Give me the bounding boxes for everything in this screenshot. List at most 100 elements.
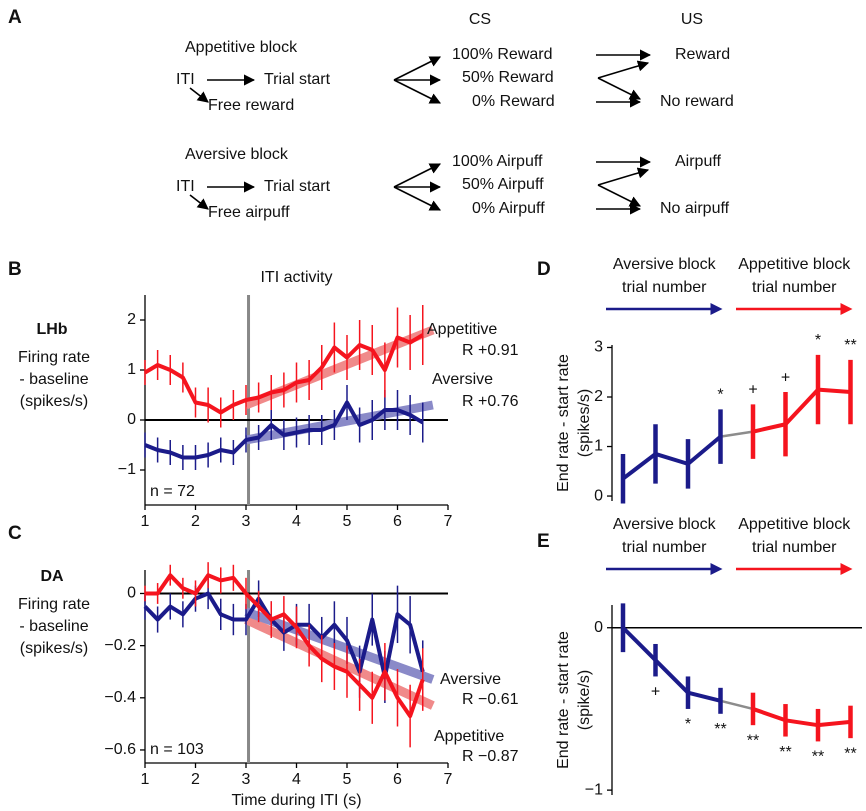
block-title: Aversive block — [185, 146, 289, 163]
arrow-head — [710, 563, 723, 575]
x-tick-label: 3 — [242, 513, 251, 530]
chart-title: ITI activity — [260, 269, 332, 286]
x-tick-label: 1 — [141, 513, 150, 530]
series-label: Appetitive — [434, 728, 504, 745]
cs-label: 0% Reward — [472, 93, 555, 110]
iti-label: ITI — [176, 71, 195, 88]
n-label: n = 103 — [150, 741, 204, 758]
cs-label: 100% Airpuff — [452, 153, 543, 170]
significance-mark: + — [651, 684, 660, 701]
group-label: Appetitive block — [738, 516, 851, 533]
series-line — [143, 591, 425, 679]
block-title: Appetitive block — [185, 39, 298, 56]
group-label: trial number — [622, 279, 707, 296]
arrow — [597, 60, 650, 79]
y-axis-label: End rate - start rate — [555, 354, 572, 492]
y-tick-label: 0 — [594, 619, 603, 636]
y-axis-label: (spikes/s) — [20, 640, 88, 657]
x-tick-label: 5 — [343, 771, 352, 788]
significance-mark: + — [748, 382, 757, 399]
y-axis-label: (spikes/s) — [576, 389, 593, 457]
group-line — [621, 626, 721, 703]
trial-start-label: Trial start — [264, 71, 331, 88]
cs-label: 0% Airpuff — [472, 200, 545, 217]
y-tick-label: 0 — [127, 411, 136, 428]
y-tick-label: 1 — [594, 438, 603, 455]
x-tick-label: 2 — [191, 771, 200, 788]
arrow-head — [840, 303, 853, 315]
cs-label: 50% Reward — [462, 69, 554, 86]
y-tick-label: 2 — [594, 388, 603, 405]
y-tick-label: 0 — [127, 585, 136, 602]
arrow — [189, 87, 209, 103]
group-label: trial number — [752, 279, 837, 296]
trial-start-label: Trial start — [264, 178, 331, 195]
us-label: Airpuff — [675, 153, 722, 170]
series-label: Appetitive — [427, 321, 497, 338]
y-axis-label: End rate - start rate — [555, 631, 572, 769]
y-tick-label: 1 — [127, 361, 136, 378]
significance-mark: + — [781, 369, 790, 386]
fork-arrow — [393, 163, 442, 188]
diagram-block: Aversive block ITI Trial start Free airpuff… — [176, 146, 730, 221]
series-label: Aversive — [440, 671, 501, 688]
n-label: n = 72 — [150, 483, 195, 500]
arrow-head — [710, 303, 723, 315]
y-axis-label: (spikes/s) — [20, 393, 88, 410]
y-tick-label: −0.4 — [104, 689, 136, 706]
panel-label: C — [8, 523, 22, 544]
x-tick-label: 5 — [343, 513, 352, 530]
arrow — [189, 194, 209, 210]
x-tick-label: 4 — [292, 513, 301, 530]
us-label: No reward — [660, 93, 734, 110]
x-tick-label: 6 — [393, 771, 402, 788]
series-line — [144, 400, 424, 460]
us-label: Reward — [675, 46, 730, 63]
group-label: trial number — [622, 539, 707, 556]
x-tick-label: 2 — [191, 513, 200, 530]
y-tick-label: 2 — [127, 311, 136, 328]
x-tick-label: 4 — [292, 771, 301, 788]
group-label: trial number — [752, 539, 837, 556]
connector — [720, 430, 754, 438]
connector — [720, 699, 754, 711]
diagram-block: Appetitive block ITI Trial start Free rewar… — [176, 39, 734, 114]
series-label: Aversive — [432, 371, 493, 388]
us-label: No airpuff — [660, 200, 730, 217]
panel-label: A — [8, 7, 22, 28]
x-tick-label: 3 — [242, 771, 251, 788]
arrow — [597, 184, 642, 207]
cs-header: CS — [469, 11, 491, 28]
arrow — [597, 167, 650, 186]
fit-line — [245, 400, 434, 445]
free-label: Free airpuff — [208, 204, 290, 221]
significance-mark: ** — [844, 337, 856, 354]
cs-label: 100% Reward — [452, 46, 553, 63]
x-tick-label: 7 — [444, 771, 453, 788]
r-label: R −0.87 — [462, 748, 519, 765]
series-line — [145, 573, 425, 719]
significance-mark: * — [717, 387, 723, 404]
panel-label: D — [537, 259, 551, 280]
r-label: R −0.61 — [462, 691, 519, 708]
region-label: LHb — [36, 321, 67, 338]
fork-arrow — [393, 79, 442, 104]
y-tick-label: 3 — [594, 339, 603, 356]
arrow — [597, 77, 642, 100]
x-axis-label: Time during ITI (s) — [231, 792, 361, 809]
free-label: Free reward — [208, 97, 294, 114]
y-tick-label: −1 — [118, 461, 136, 478]
r-label: R +0.76 — [462, 393, 519, 410]
r-label: R +0.91 — [462, 342, 519, 359]
cs-label: 50% Airpuff — [462, 176, 544, 193]
panel-label: E — [537, 531, 550, 552]
x-tick-label: 6 — [393, 513, 402, 530]
x-tick-label: 7 — [444, 513, 453, 530]
arrow-head — [840, 563, 853, 575]
iti-label: ITI — [176, 178, 195, 195]
significance-mark: ** — [714, 721, 726, 738]
y-tick-label: −1 — [585, 781, 603, 798]
y-axis-label: - baseline — [19, 371, 88, 388]
significance-mark: ** — [812, 749, 824, 766]
